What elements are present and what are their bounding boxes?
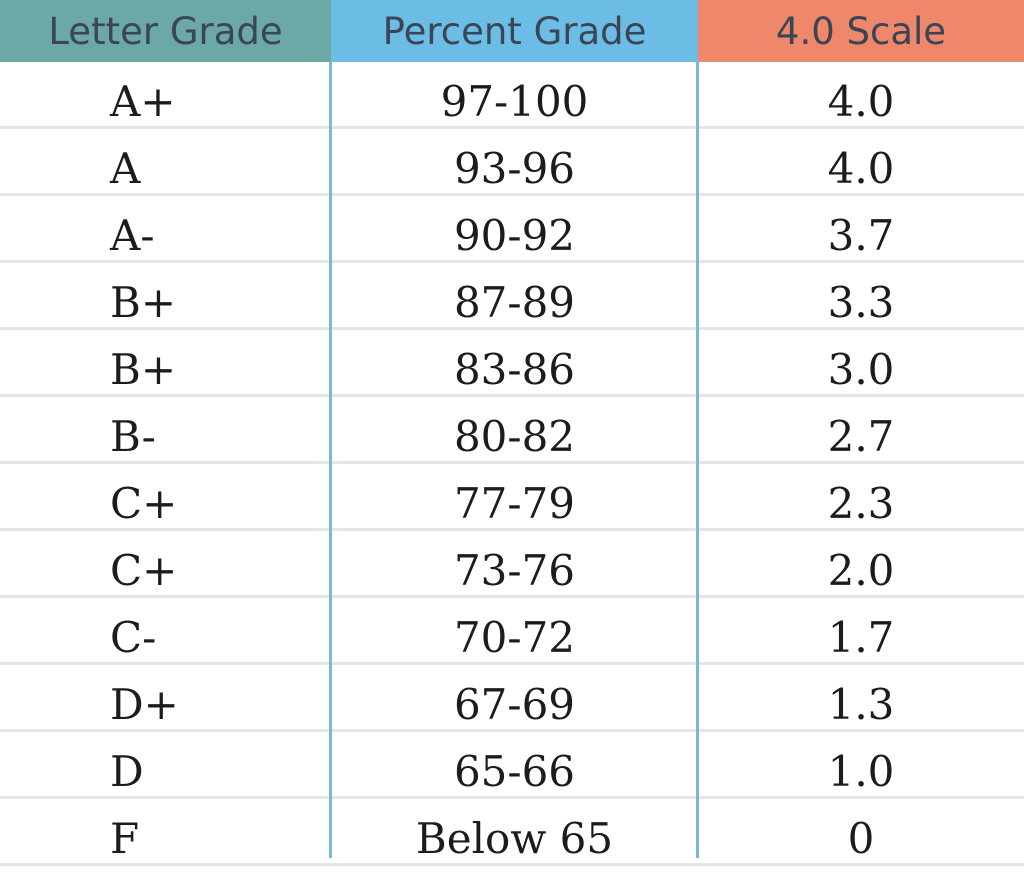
gpa-scale-cell: 3.7	[827, 211, 895, 260]
gpa-scale-cell: 4.0	[827, 144, 895, 193]
percent-grade-cell: 87-89	[453, 278, 576, 327]
percent-grade-cell: 83-86	[453, 345, 576, 394]
table-row: C- 70-72 1.7	[0, 598, 1024, 665]
percent-grade-cell: 80-82	[453, 412, 576, 461]
gpa-scale-cell: 1.3	[827, 680, 895, 729]
percent-grade-cell: 93-96	[453, 144, 576, 193]
letter-grade-cell: B-	[110, 412, 156, 461]
gpa-scale-cell: 2.0	[827, 546, 895, 595]
gpa-scale-cell: 2.3	[827, 479, 895, 528]
gpa-scale-cell: 3.3	[827, 278, 895, 327]
letter-grade-cell: A+	[110, 77, 176, 126]
header-letter-grade: Letter Grade	[0, 0, 331, 62]
percent-grade-cell: 70-72	[453, 613, 576, 662]
gpa-scale-cell: 3.0	[827, 345, 895, 394]
percent-grade-cell: 77-79	[453, 479, 576, 528]
header-gpa-scale: 4.0 Scale	[698, 0, 1024, 62]
table-row: D 65-66 1.0	[0, 732, 1024, 799]
letter-grade-cell: D+	[110, 680, 179, 729]
letter-grade-cell: D	[110, 747, 144, 796]
letter-grade-cell: A-	[110, 211, 155, 260]
letter-grade-cell: B+	[110, 345, 177, 394]
percent-grade-cell: Below 65	[415, 814, 614, 863]
header-percent-grade: Percent Grade	[331, 0, 698, 62]
percent-grade-cell: 65-66	[453, 747, 576, 796]
letter-grade-cell: A	[110, 144, 141, 193]
percent-grade-cell: 97-100	[440, 77, 589, 126]
gpa-scale-cell: 2.7	[827, 412, 895, 461]
table-header: Letter Grade Percent Grade 4.0 Scale	[0, 0, 1024, 62]
percent-grade-cell: 73-76	[453, 546, 576, 595]
column-divider	[329, 62, 332, 858]
letter-grade-cell: F	[110, 814, 140, 863]
column-divider	[696, 62, 699, 858]
gpa-scale-cell: 0	[847, 814, 875, 863]
percent-grade-cell: 90-92	[453, 211, 576, 260]
table-row: F Below 65 0	[0, 799, 1024, 866]
table-row: A- 90-92 3.7	[0, 196, 1024, 263]
table-row: B+ 87-89 3.3	[0, 263, 1024, 330]
table-row: A+ 97-100 4.0	[0, 62, 1024, 129]
table-row: B- 80-82 2.7	[0, 397, 1024, 464]
table-row: C+ 77-79 2.3	[0, 464, 1024, 531]
letter-grade-cell: C+	[110, 546, 178, 595]
table-row: A 93-96 4.0	[0, 129, 1024, 196]
gpa-scale-cell: 4.0	[827, 77, 895, 126]
letter-grade-cell: B+	[110, 278, 177, 327]
table-row: B+ 83-86 3.0	[0, 330, 1024, 397]
percent-grade-cell: 67-69	[453, 680, 576, 729]
letter-grade-cell: C-	[110, 613, 157, 662]
table-row: C+ 73-76 2.0	[0, 531, 1024, 598]
gpa-scale-cell: 1.7	[827, 613, 895, 662]
gpa-scale-cell: 1.0	[827, 747, 895, 796]
table-row: D+ 67-69 1.3	[0, 665, 1024, 732]
letter-grade-cell: C+	[110, 479, 178, 528]
